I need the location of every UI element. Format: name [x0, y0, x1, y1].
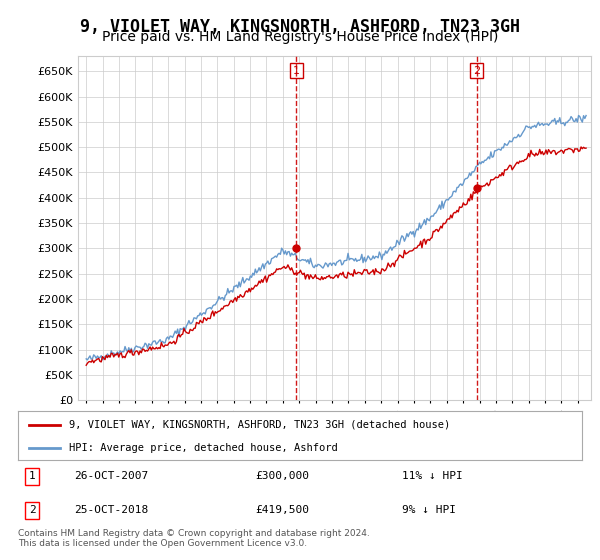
- Text: 9, VIOLET WAY, KINGSNORTH, ASHFORD, TN23 3GH: 9, VIOLET WAY, KINGSNORTH, ASHFORD, TN23…: [80, 18, 520, 36]
- Text: 26-OCT-2007: 26-OCT-2007: [74, 471, 149, 481]
- Text: Contains HM Land Registry data © Crown copyright and database right 2024.: Contains HM Land Registry data © Crown c…: [18, 529, 370, 538]
- Text: 1: 1: [293, 66, 300, 76]
- Text: £419,500: £419,500: [255, 505, 309, 515]
- Text: 9% ↓ HPI: 9% ↓ HPI: [401, 505, 455, 515]
- Text: This data is licensed under the Open Government Licence v3.0.: This data is licensed under the Open Gov…: [18, 539, 307, 548]
- Text: 9, VIOLET WAY, KINGSNORTH, ASHFORD, TN23 3GH (detached house): 9, VIOLET WAY, KINGSNORTH, ASHFORD, TN23…: [69, 420, 450, 430]
- Text: 11% ↓ HPI: 11% ↓ HPI: [401, 471, 462, 481]
- Text: 2: 2: [473, 66, 480, 76]
- Text: HPI: Average price, detached house, Ashford: HPI: Average price, detached house, Ashf…: [69, 443, 338, 453]
- Point: [292, 244, 301, 253]
- Text: 2: 2: [29, 505, 35, 515]
- Text: 1: 1: [29, 471, 35, 481]
- Text: Price paid vs. HM Land Registry's House Price Index (HPI): Price paid vs. HM Land Registry's House …: [102, 30, 498, 44]
- Point: [472, 184, 481, 193]
- Text: £300,000: £300,000: [255, 471, 309, 481]
- Text: 25-OCT-2018: 25-OCT-2018: [74, 505, 149, 515]
